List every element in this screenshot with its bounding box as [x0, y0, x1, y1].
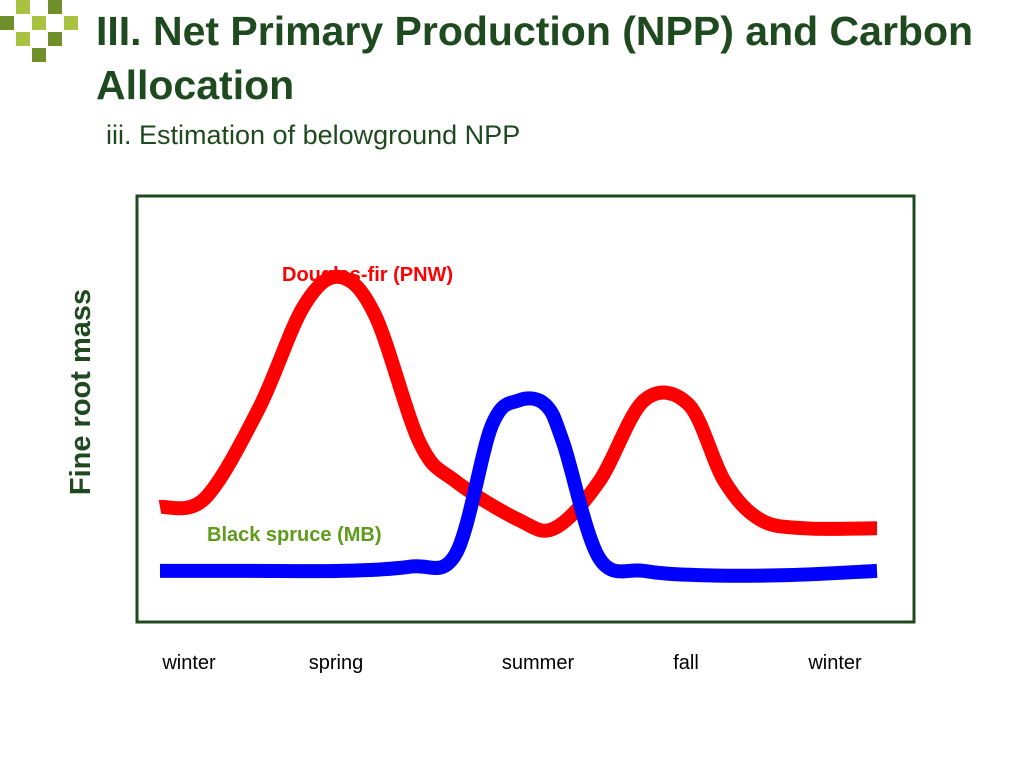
series-line-black-spruce — [159, 391, 878, 583]
series-label-black-spruce: Black spruce (MB) — [207, 524, 382, 546]
slide-subtitle: iii. Estimation of belowground NPP — [106, 120, 521, 150]
x-tick-label: spring — [309, 652, 363, 674]
plot-frame — [135, 194, 916, 624]
series-label-douglas-fir: Douglas-fir (PNW) — [282, 264, 453, 286]
slide-title: III. Net Primary Production (NPP) and Ca… — [96, 8, 974, 108]
x-tick-label: winter — [807, 652, 862, 674]
x-tick-label: fall — [673, 652, 699, 674]
x-tick-labels: winter spring summer fall winter — [161, 652, 862, 674]
series-line-douglas-fir — [158, 269, 878, 538]
x-tick-label: summer — [502, 652, 575, 674]
x-tick-label: winter — [161, 652, 216, 674]
y-axis-label: Fine root mass — [65, 289, 97, 495]
slide-corner-decoration — [0, 0, 80, 64]
series-layer — [158, 269, 878, 583]
